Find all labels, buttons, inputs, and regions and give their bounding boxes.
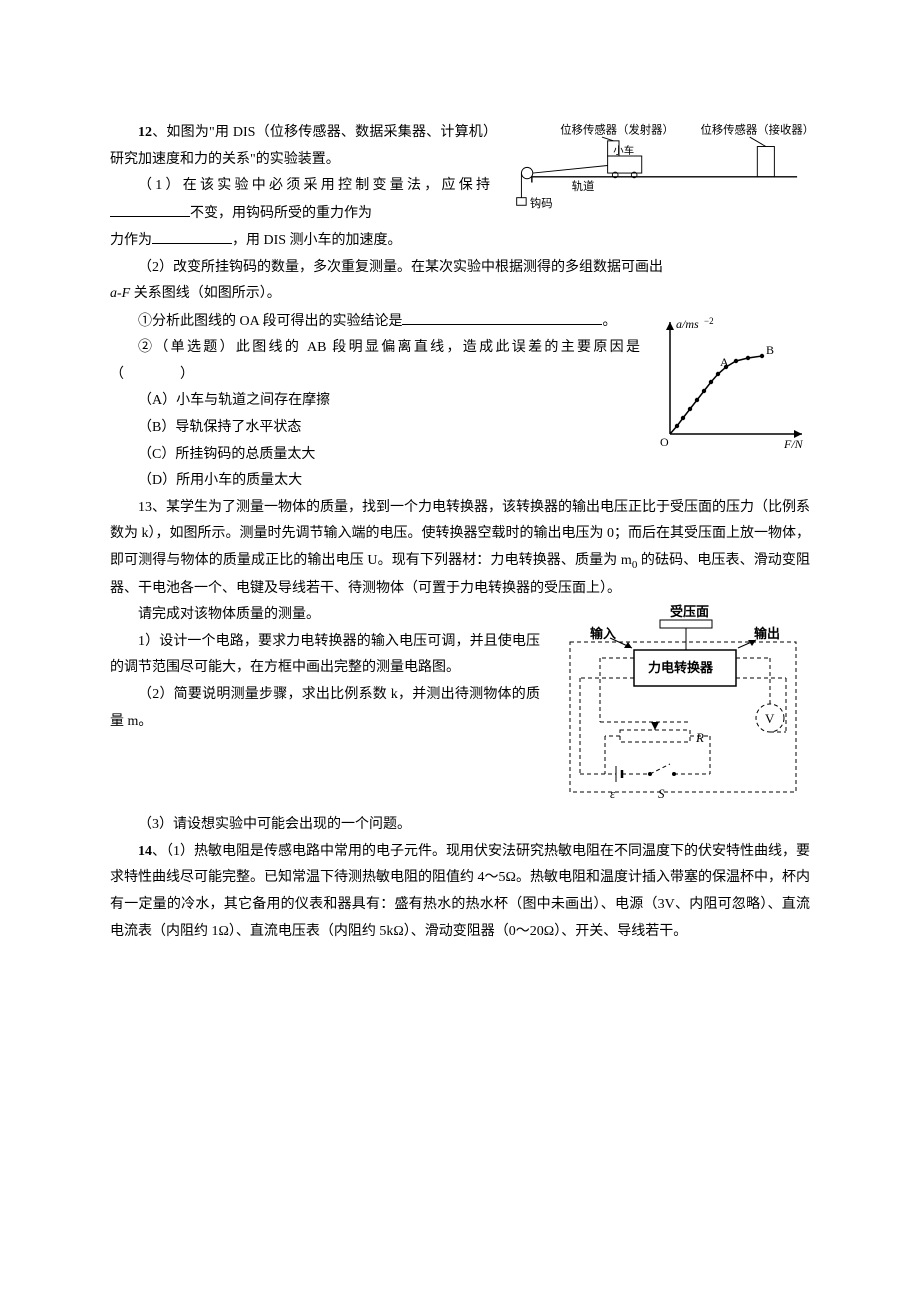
graph-ylabel: a/ms xyxy=(676,317,699,331)
q12-sub2: （2）改变所挂钩码的数量，多次重复测量。在某次实验中根据测得的多组数据可画出 xyxy=(110,255,810,282)
label-hook: 钩码 xyxy=(530,196,553,210)
q12-sub1-line2: 力作为，用 DIS 测小车的加速度。 xyxy=(110,227,810,254)
graph-B: B xyxy=(766,343,774,357)
blank-2 xyxy=(152,227,232,244)
figure-dis-track: 位移传感器（发射器） 位移传感器（接收器） 小车 轨道 xyxy=(500,120,810,210)
label-output: 输出 xyxy=(754,626,780,641)
q12-sub2-tail: a-F 关系图线（如图所示）。 xyxy=(110,281,810,308)
blank-1 xyxy=(110,200,190,217)
q12-heading: 12、如图为"用 DIS（位移传感器、数据采集器、计算机）研究加速度和力的关系"… xyxy=(110,120,490,173)
graph-ylabel-sup: −2 xyxy=(704,316,714,326)
blank-3 xyxy=(402,308,602,325)
label-surface: 受压面 xyxy=(670,604,709,619)
label-emitter: 位移传感器（发射器） xyxy=(560,122,674,136)
label-receiver: 位移传感器（接收器） xyxy=(700,122,810,136)
label-track: 轨道 xyxy=(572,179,595,193)
label-R: R xyxy=(695,730,704,745)
figure-circuit: 受压面 输入 输出 力电转换器 V xyxy=(550,602,810,812)
q13-body1: 13、某学生为了测量一物体的质量，找到一个力电转换器，该转换器的输出电压正比于受… xyxy=(110,495,810,602)
label-cart: 小车 xyxy=(613,144,634,157)
label-E: ε xyxy=(610,786,616,801)
q12-option-d: （D）所用小车的质量太大 xyxy=(110,468,810,495)
q14-body: 14、（1）热敏电阻是传感电路中常用的电子元件。现用伏安法研究热敏电阻在不同温度… xyxy=(110,839,810,945)
graph-O: O xyxy=(660,435,669,449)
label-V: V xyxy=(765,711,775,726)
graph-xlabel: F/N xyxy=(783,437,804,451)
figure-af-graph: a/ms −2 F/N O A B xyxy=(650,314,810,454)
q13-sub3: （3）请设想实验中可能会出现的一个问题。 xyxy=(110,812,810,839)
label-S: S xyxy=(658,786,665,801)
graph-A: A xyxy=(720,355,729,369)
label-converter: 力电转换器 xyxy=(648,660,714,675)
q12-sub1: （1）在该实验中必须采用控制变量法，应保持不变，用钩码所受的重力作为 xyxy=(110,173,490,227)
